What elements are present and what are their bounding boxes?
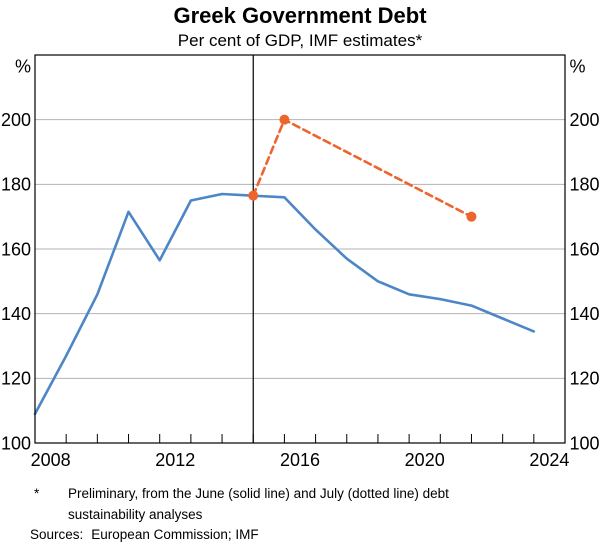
x-axis-label: 2008 (31, 450, 71, 470)
y-axis-label-right: 100 (570, 433, 600, 453)
data-point-marker (466, 211, 477, 222)
footnote-text: Preliminary, from the June (solid line) … (68, 486, 449, 522)
chart-title: Greek Government Debt (173, 3, 427, 28)
y-axis-label-right: 140 (570, 304, 600, 324)
footnote: * Preliminary, from the June (solid line… (0, 483, 600, 525)
y-axis-unit-right: % (570, 57, 586, 77)
data-point-marker (248, 190, 259, 201)
y-axis-label-left: 160 (1, 239, 31, 259)
series-line-july-dotted (251, 118, 473, 218)
y-axis-label-right: 160 (570, 239, 600, 259)
y-axis-label-left: 100 (1, 433, 31, 453)
sources: Sources: European Commission; IMF (30, 527, 259, 542)
data-point-marker (279, 114, 290, 125)
y-axis-label-left: 140 (1, 304, 31, 324)
x-axis-label: 2016 (280, 450, 320, 470)
sources-text: European Commission; IMF (91, 527, 259, 542)
y-axis-label-right: 200 (570, 110, 600, 130)
y-axis-label-left: 120 (1, 369, 31, 389)
y-axis-label-left: 200 (1, 110, 31, 130)
y-axis-label-left: 180 (1, 175, 31, 195)
series-line-june-solid (33, 192, 536, 416)
plot-border (34, 54, 566, 444)
sources-label: Sources: (30, 527, 84, 542)
y-axis-label-right: 120 (570, 369, 600, 389)
x-axis-label: 2020 (405, 450, 445, 470)
chart-subtitle: Per cent of GDP, IMF estimates* (177, 31, 423, 50)
footnote-marker: * (34, 486, 40, 501)
line-chart-plot: 100 100 120 120 140 140 160 160 180 180 200 200% % 20… (1, 54, 600, 470)
y-axis-unit-left: % (15, 57, 31, 77)
x-axis-label: 2024 (529, 450, 569, 470)
y-axis-label-right: 180 (570, 175, 600, 195)
x-axis-label: 2012 (155, 450, 195, 470)
